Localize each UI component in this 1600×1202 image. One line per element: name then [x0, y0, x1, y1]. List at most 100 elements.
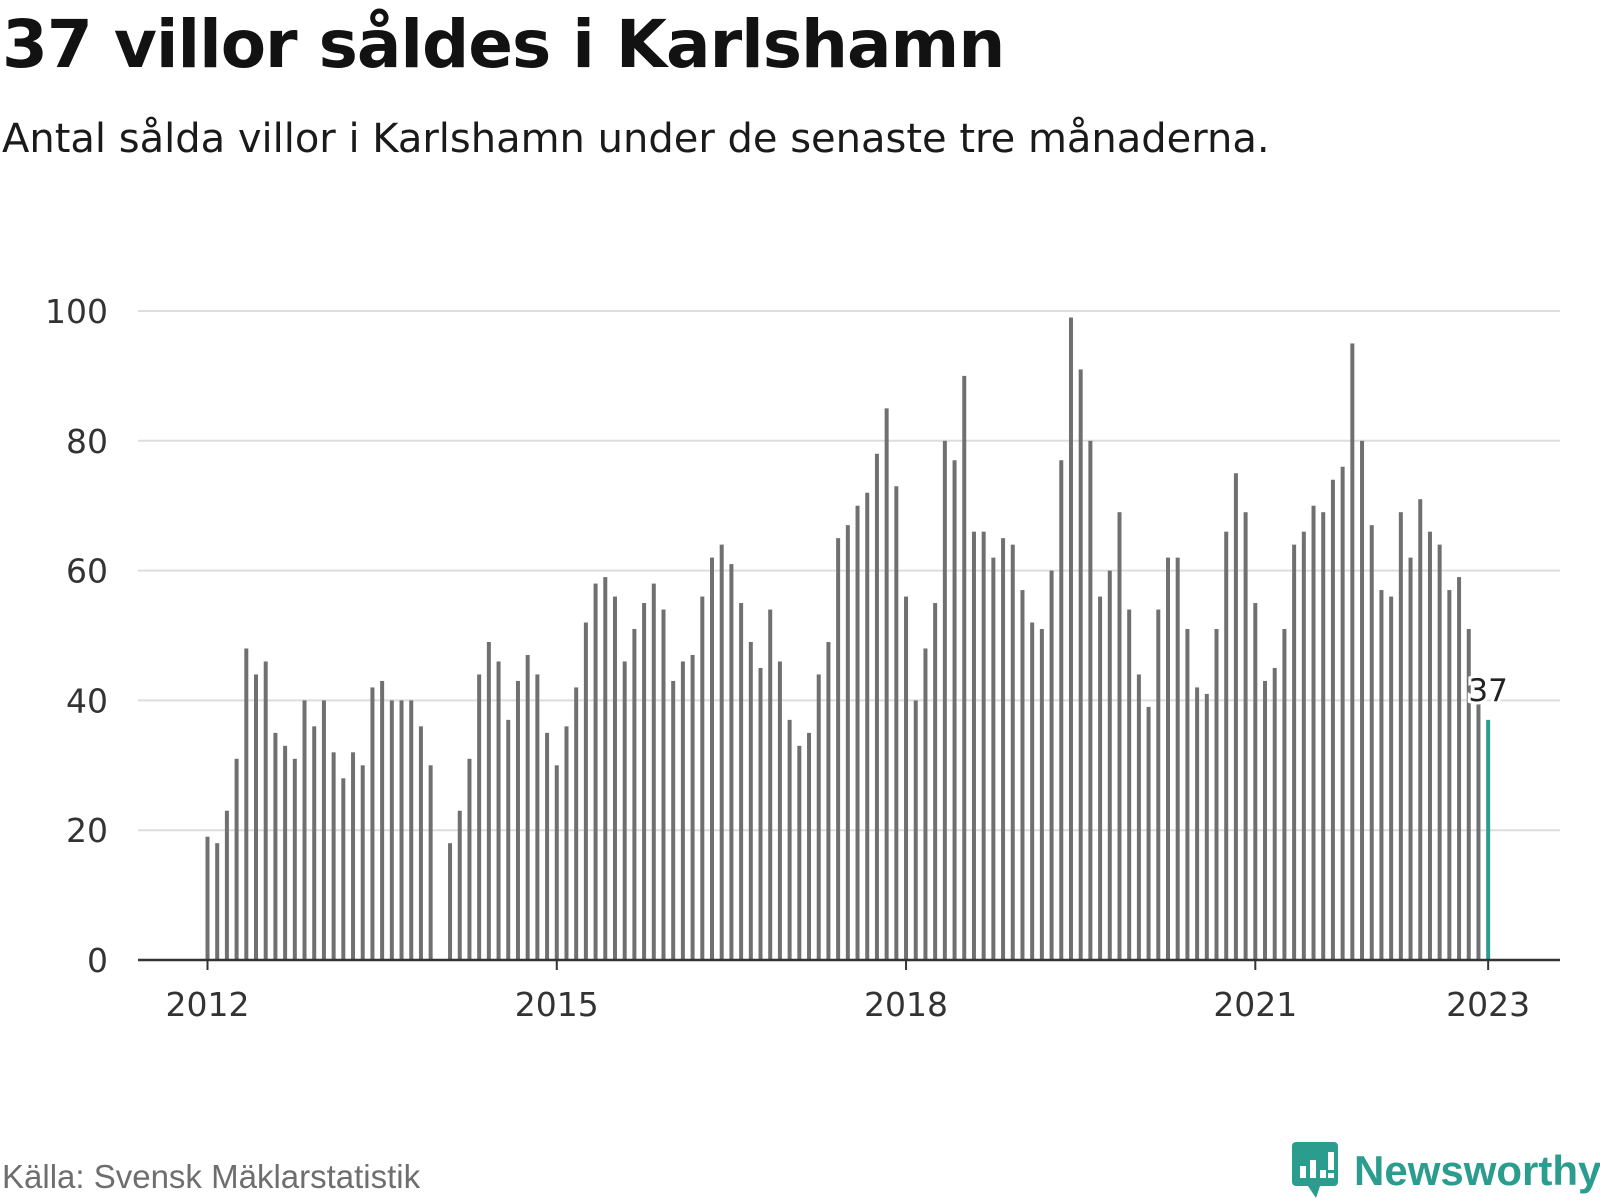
bar: [312, 726, 317, 960]
bar: [836, 538, 841, 960]
bar: [923, 648, 928, 960]
bar: [535, 674, 540, 960]
bar: [351, 752, 356, 960]
bar: [1243, 512, 1248, 960]
bar: [1185, 629, 1190, 960]
y-tick-label: 60: [66, 552, 108, 591]
bar: [1068, 317, 1073, 960]
bar: [1292, 544, 1297, 960]
bar: [1263, 680, 1268, 960]
bar: [1408, 557, 1413, 960]
bar: [622, 661, 627, 960]
bar: [224, 810, 229, 960]
bar: [952, 460, 957, 960]
bar: [1389, 596, 1394, 960]
axes: [138, 958, 1560, 970]
bar: [962, 375, 967, 960]
bar: [826, 641, 831, 960]
bar: [283, 745, 288, 960]
bar: [1136, 674, 1141, 960]
newsworthy-logo-icon: [1292, 1142, 1338, 1198]
bar: [409, 700, 414, 960]
bar: [865, 492, 870, 960]
bar: [1476, 700, 1481, 960]
bar: [515, 680, 520, 960]
bar: [661, 609, 666, 960]
bar: [1010, 544, 1015, 960]
bar: [448, 843, 453, 960]
x-tick-label: 2015: [515, 985, 599, 1024]
bar: [884, 408, 889, 961]
bar: [1146, 706, 1151, 960]
bar: [758, 667, 763, 960]
bar: [632, 629, 637, 960]
bar: [904, 596, 909, 960]
bar: [1020, 590, 1025, 960]
latest-value-label: 37: [1468, 673, 1507, 709]
y-tick-label: 100: [45, 292, 108, 331]
bar-latest: [1486, 719, 1491, 960]
bar: [389, 700, 394, 960]
bar: [302, 700, 307, 960]
bar: [768, 609, 773, 960]
bar: [1098, 596, 1103, 960]
x-tick-label: 2012: [166, 985, 250, 1024]
bar: [748, 641, 753, 960]
bar: [263, 661, 268, 960]
bar: [719, 544, 724, 960]
bar: [341, 778, 346, 960]
bar: [1418, 499, 1423, 960]
bar: [913, 700, 918, 960]
bar: [1447, 590, 1452, 960]
bar: [1321, 512, 1326, 960]
bar: [942, 440, 947, 960]
bar: [399, 700, 404, 960]
bar: [739, 603, 744, 960]
bar: [690, 654, 695, 960]
bar: [700, 596, 705, 960]
bar: [816, 674, 821, 960]
y-tick-label: 40: [66, 681, 108, 720]
bar: [1466, 629, 1471, 960]
bar: [1088, 440, 1093, 960]
bar: [1117, 512, 1122, 960]
bar: [477, 674, 482, 960]
bar: [933, 603, 938, 960]
bar: [525, 654, 530, 960]
bar: [1360, 440, 1365, 960]
bar: [991, 557, 996, 960]
bars: [205, 317, 1491, 961]
bar: [428, 765, 433, 960]
bar: [1379, 590, 1384, 960]
bar: [787, 719, 792, 960]
bar: [855, 505, 860, 960]
bar: [777, 661, 782, 960]
bar: [1175, 557, 1180, 960]
bar: [1427, 531, 1432, 960]
bar: [1224, 531, 1229, 960]
bar: [1330, 479, 1335, 960]
x-tick-label: 2018: [864, 985, 948, 1024]
bar: [244, 648, 249, 960]
tick-labels: 0 20 40 60 80 100 37 2012 2015 2018 2021 2023: [45, 292, 1530, 1024]
newsworthy-logo-text: Newsworthy: [1354, 1147, 1600, 1194]
bar: [797, 745, 802, 960]
bar: [642, 603, 647, 960]
bar: [331, 752, 336, 960]
bar: [729, 564, 734, 960]
bar: [1049, 570, 1054, 960]
bar: [671, 680, 676, 960]
bar: [1204, 693, 1209, 960]
bar: [1156, 609, 1161, 960]
bar: [574, 687, 579, 960]
y-tick-label: 80: [66, 422, 108, 461]
x-tick-label: 2021: [1213, 985, 1297, 1024]
bar: [1282, 629, 1287, 960]
source-note: Källa: Svensk Mäklarstatistik: [2, 1158, 421, 1195]
bar: [1059, 460, 1064, 960]
bar: [1253, 603, 1258, 960]
bar: [981, 531, 986, 960]
bar: [894, 486, 899, 960]
bar: [845, 525, 850, 960]
bar: [971, 531, 976, 960]
